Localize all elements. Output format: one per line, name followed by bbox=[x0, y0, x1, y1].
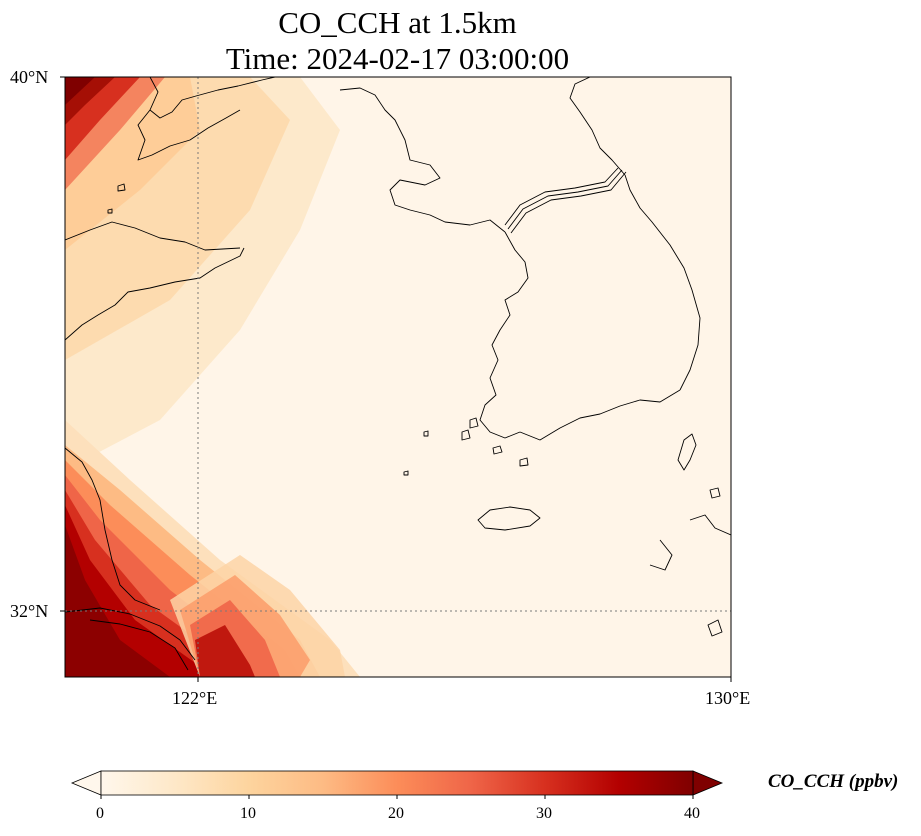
lat-tick-label: 32°N bbox=[10, 601, 49, 621]
colorbar-tick-label: 0 bbox=[96, 805, 104, 822]
colorbar-tick-label: 30 bbox=[536, 805, 552, 822]
concentration-field bbox=[65, 77, 360, 677]
gridlines bbox=[65, 77, 731, 677]
colorbar-tick-label: 10 bbox=[240, 805, 256, 822]
map-panel[interactable] bbox=[65, 77, 731, 677]
colorbar bbox=[70, 770, 724, 799]
lon-tick-label: 130°E bbox=[705, 688, 751, 708]
colorbar-label: CO_CCH (ppbv) bbox=[768, 771, 899, 792]
lon-tick-label: 122°E bbox=[172, 688, 218, 708]
lat-tick-label: 40°N bbox=[10, 67, 49, 87]
colorbar-tick-label: 40 bbox=[684, 805, 700, 822]
map-title: CO_CCH at 1.5km bbox=[278, 5, 517, 40]
map-frame bbox=[64, 76, 732, 678]
coastlines bbox=[65, 77, 731, 671]
colorbar-gradient bbox=[100, 770, 694, 796]
axis-ticks bbox=[60, 76, 732, 682]
map-subtitle-time: Time: 2024-02-17 03:00:00 bbox=[225, 41, 570, 76]
colorbar-extend-min bbox=[70, 770, 102, 796]
colorbar-extend-max bbox=[692, 770, 724, 796]
colorbar-tick-label: 20 bbox=[388, 805, 404, 822]
